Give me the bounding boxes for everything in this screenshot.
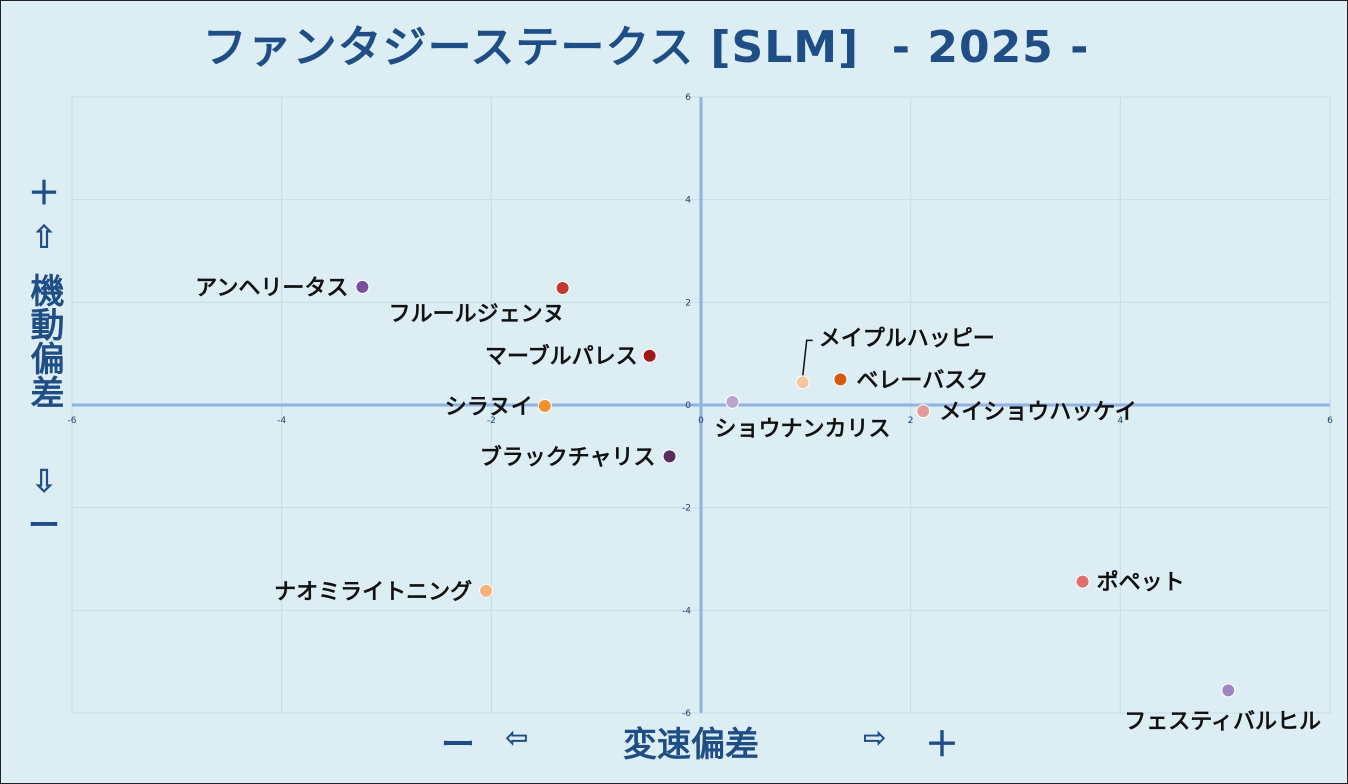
data-point — [1075, 574, 1090, 589]
data-point — [1221, 683, 1236, 698]
x-tick-label: 0 — [698, 416, 704, 426]
x-tick-label: 4 — [1117, 416, 1123, 426]
x-axis-title: 変速偏差 — [623, 725, 759, 765]
data-point — [916, 404, 931, 419]
x-plus-sign: ＋ — [925, 725, 959, 765]
y-tick-label: -4 — [682, 606, 691, 616]
data-point — [795, 375, 810, 390]
data-point-label: ベレーバスク — [856, 368, 988, 393]
y-minus-sign: ー — [27, 506, 60, 544]
arrow-right-icon: ⇨ — [863, 721, 887, 754]
data-point — [555, 280, 570, 295]
data-point — [725, 394, 740, 409]
data-point — [479, 583, 494, 598]
data-point-label: メイプルハッピー — [819, 326, 995, 351]
data-point-label: ポペット — [1097, 570, 1185, 596]
x-tick-label: 2 — [908, 416, 914, 426]
x-minus-sign: ー — [441, 725, 475, 765]
y-plus-sign: ＋ — [27, 174, 60, 212]
data-point-label: アンヘリータス — [195, 276, 348, 301]
x-tick-label: -4 — [277, 416, 286, 426]
arrow-up-icon: ⇧ — [30, 218, 58, 256]
y-tick-label: 2 — [685, 298, 691, 308]
data-point-label: フェスティバルヒル — [1124, 709, 1321, 734]
y-tick-label: -2 — [682, 504, 691, 514]
data-point-label: メイショウハッケイ — [939, 400, 1137, 425]
y-axis-title: 機動偏差 — [24, 273, 64, 409]
chart-title: ファンタジーステークス [SLM] - 2025 - — [202, 22, 1090, 73]
data-point — [662, 449, 677, 464]
y-tick-label: 6 — [685, 93, 691, 103]
label-leader-line — [801, 339, 813, 377]
x-tick-label: 6 — [1327, 416, 1333, 426]
data-point-label: フルールジェンヌ — [389, 302, 565, 327]
data-point-label: マーブルパレス — [485, 344, 638, 370]
data-point — [833, 372, 848, 387]
data-point — [642, 348, 657, 363]
data-point-label: ブラックチャリス — [480, 444, 656, 470]
arrow-left-icon: ⇦ — [505, 721, 529, 754]
y-axis-label: ＋ ⇧ 機動偏差 ⇩ ー — [19, 171, 69, 547]
data-point-label: ショウナンカリス — [714, 417, 890, 442]
y-tick-label: 0 — [685, 401, 691, 411]
x-axis-label: ー ⇦ 変速偏差 ⇨ ＋ — [441, 717, 981, 769]
data-point-label: シラヌイ — [445, 395, 533, 420]
data-point — [537, 399, 552, 414]
y-tick-label: 4 — [685, 196, 691, 206]
data-point-label: ナオミライトニング — [274, 579, 472, 605]
y-tick-label: -6 — [682, 709, 691, 719]
x-tick-label: -2 — [487, 416, 496, 426]
data-point — [355, 279, 370, 294]
x-tick-label: -6 — [68, 416, 77, 426]
arrow-down-icon: ⇩ — [30, 462, 58, 500]
